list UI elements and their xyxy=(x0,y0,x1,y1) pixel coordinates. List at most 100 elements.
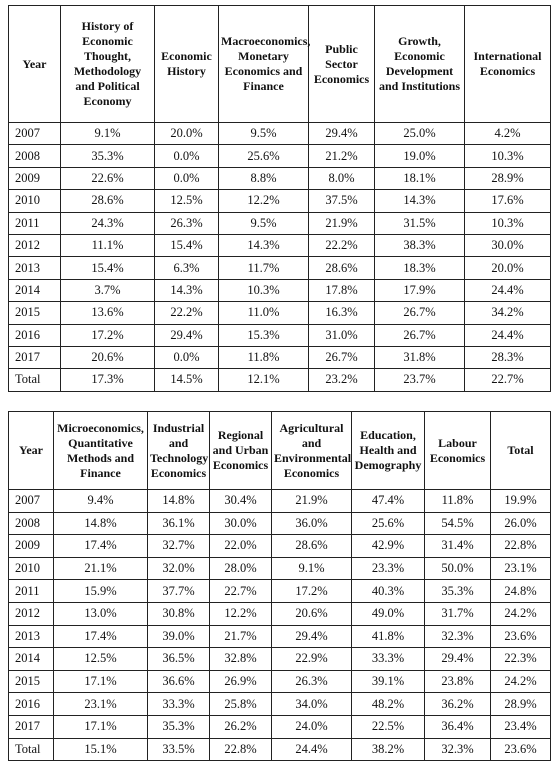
year-cell: 2012 xyxy=(8,601,54,626)
value-cell: 24.2% xyxy=(490,669,551,694)
value-cell: 14.3% xyxy=(218,233,309,258)
value-cell: 10.3% xyxy=(464,144,551,168)
value-cell: 50.0% xyxy=(424,556,491,581)
year-cell: 2012 xyxy=(8,233,61,258)
value-cell: 23.4% xyxy=(490,714,551,739)
table-row: 2008 14.8% 36.1% 30.0% 36.0% 25.6% 54.5% 26.0% xyxy=(8,511,551,536)
value-cell: 8.8% xyxy=(218,166,309,191)
value-cell: 25.6% xyxy=(351,511,425,536)
value-cell: 22.8% xyxy=(209,737,272,761)
value-cell: 26.3% xyxy=(271,669,352,694)
table-row: 2012 11.1% 15.4% 14.3% 22.2% 38.3% 30.0% xyxy=(8,233,551,258)
value-cell: 36.5% xyxy=(147,647,210,671)
value-cell: 33.5% xyxy=(147,737,210,761)
value-cell: 17.4% xyxy=(53,534,148,558)
value-cell: 14.8% xyxy=(53,511,148,536)
value-cell: 47.4% xyxy=(351,489,425,513)
value-cell: 29.4% xyxy=(424,647,491,671)
value-cell: 11.7% xyxy=(218,256,309,280)
year-cell: 2010 xyxy=(8,556,54,581)
year-cell: 2010 xyxy=(8,189,61,213)
value-cell: 21.7% xyxy=(209,624,272,649)
year-cell: 2013 xyxy=(8,256,61,280)
year-cell: 2008 xyxy=(8,144,61,168)
value-cell: 36.4% xyxy=(424,714,491,739)
value-cell: 23.1% xyxy=(53,692,148,716)
value-cell: 18.3% xyxy=(374,256,465,280)
value-cell: 30.0% xyxy=(464,233,551,258)
value-cell: 17.8% xyxy=(308,278,375,303)
value-cell: 28.6% xyxy=(271,534,352,558)
value-cell: 22.0% xyxy=(209,534,272,558)
value-cell: 21.1% xyxy=(53,556,148,581)
year-cell: Total xyxy=(8,737,54,761)
value-cell: 39.0% xyxy=(147,624,210,649)
table-row: 2013 17.4% 39.0% 21.7% 29.4% 41.8% 32.3% 23.6% xyxy=(8,624,551,649)
column-header: History of Economic Thought, Methodology… xyxy=(60,5,155,123)
value-cell: 37.5% xyxy=(308,189,375,213)
column-header: Public Sector Economics xyxy=(308,5,375,123)
column-header: Macroeconomics, Monetary Economics and F… xyxy=(218,5,310,123)
value-cell: 24.4% xyxy=(464,278,551,303)
value-cell: 17.2% xyxy=(271,579,352,603)
value-cell: 31.7% xyxy=(424,601,491,626)
value-cell: 24.8% xyxy=(490,579,551,603)
value-cell: 28.0% xyxy=(209,556,272,581)
year-cell: 2008 xyxy=(8,511,54,536)
value-cell: 23.3% xyxy=(351,556,425,581)
value-cell: 31.5% xyxy=(374,211,465,235)
value-cell: 9.1% xyxy=(60,121,155,146)
value-cell: 33.3% xyxy=(147,692,210,716)
value-cell: 15.3% xyxy=(218,323,309,347)
value-cell: 28.6% xyxy=(308,256,375,280)
year-cell: 2011 xyxy=(8,579,54,603)
table-row: 2015 17.1% 36.6% 26.9% 26.3% 39.1% 23.8% 24.2% xyxy=(8,669,551,694)
value-cell: 15.9% xyxy=(53,579,148,603)
header-row: Year History of Economic Thought, Methodo… xyxy=(8,5,551,123)
value-cell: 19.0% xyxy=(374,144,465,168)
year-cell: 2017 xyxy=(8,345,61,370)
value-cell: 39.1% xyxy=(351,669,425,694)
value-cell: 29.4% xyxy=(154,323,219,347)
value-cell: 41.8% xyxy=(351,624,425,649)
value-cell: 17.1% xyxy=(53,669,148,694)
value-cell: 26.3% xyxy=(154,211,219,235)
value-cell: 48.2% xyxy=(351,692,425,716)
value-cell: 13.0% xyxy=(53,601,148,626)
column-header: Total xyxy=(490,411,551,490)
column-header: Regional and Urban Economics xyxy=(209,411,272,490)
value-cell: 0.0% xyxy=(154,166,219,191)
value-cell: 12.5% xyxy=(154,189,219,213)
column-header: Growth, Economic Development and Institu… xyxy=(374,5,465,123)
value-cell: 15.4% xyxy=(154,233,219,258)
table-row: 2010 28.6% 12.5% 12.2% 37.5% 14.3% 17.6% xyxy=(8,189,551,213)
value-cell: 23.6% xyxy=(490,737,551,761)
value-cell: 30.8% xyxy=(147,601,210,626)
year-cell: 2014 xyxy=(8,647,54,671)
value-cell: 12.1% xyxy=(218,368,309,392)
year-cell: 2013 xyxy=(8,624,54,649)
column-header: Labour Economics xyxy=(424,411,491,490)
table-row: 2016 17.2% 29.4% 15.3% 31.0% 26.7% 24.4% xyxy=(8,323,551,347)
value-cell: 28.9% xyxy=(490,692,551,716)
value-cell: 6.3% xyxy=(154,256,219,280)
value-cell: 10.3% xyxy=(464,211,551,235)
value-cell: 30.4% xyxy=(209,489,272,513)
table-row: 2008 35.3% 0.0% 25.6% 21.2% 19.0% 10.3% xyxy=(8,144,551,168)
year-cell: 2017 xyxy=(8,714,54,739)
value-cell: 14.8% xyxy=(147,489,210,513)
table-row: 2010 21.1% 32.0% 28.0% 9.1% 23.3% 50.0% 23.1% xyxy=(8,556,551,581)
table-row: 2017 17.1% 35.3% 26.2% 24.0% 22.5% 36.4% 23.4% xyxy=(8,714,551,739)
value-cell: 20.0% xyxy=(464,256,551,280)
value-cell: 26.7% xyxy=(374,301,465,325)
value-cell: 21.9% xyxy=(271,489,352,513)
value-cell: 20.6% xyxy=(271,601,352,626)
table-row: 2009 17.4% 32.7% 22.0% 28.6% 42.9% 31.4% 22.8% xyxy=(8,534,551,558)
table-row: 2014 3.7% 14.3% 10.3% 17.8% 17.9% 24.4% xyxy=(8,278,551,303)
value-cell: 9.4% xyxy=(53,489,148,513)
value-cell: 24.3% xyxy=(60,211,155,235)
value-cell: 25.8% xyxy=(209,692,272,716)
value-cell: 12.2% xyxy=(209,601,272,626)
table-row: 2014 12.5% 36.5% 32.8% 22.9% 33.3% 29.4% 22.3% xyxy=(8,647,551,671)
year-cell: 2016 xyxy=(8,692,54,716)
